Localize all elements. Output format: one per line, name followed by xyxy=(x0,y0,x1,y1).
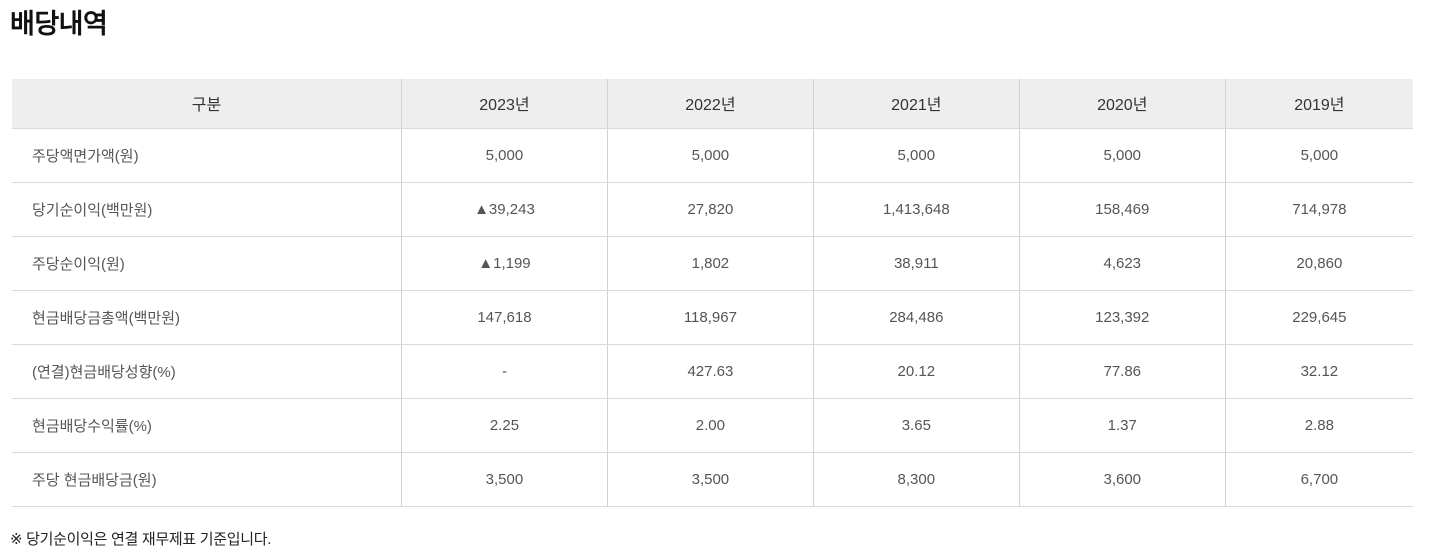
cell-value: 3,500 xyxy=(400,452,608,507)
column-header-2019: 2019년 xyxy=(1224,79,1413,129)
column-header-2020: 2020년 xyxy=(1018,79,1226,129)
cell-value: 427.63 xyxy=(606,344,814,399)
cell-value: 714,978 xyxy=(1224,182,1413,237)
dividend-table: 구분 2023년 2022년 2021년 2020년 2019년 주당액면가액(… xyxy=(12,79,1413,507)
table-row: (연결)현금배당성향(%) -427.63 20.12 77.86 32.12 xyxy=(12,344,1413,399)
cell-value: 3,600 xyxy=(1018,452,1226,507)
cell-value: 27,820 xyxy=(606,182,814,237)
column-header-2022: 2022년 xyxy=(606,79,814,129)
cell-value: 20.12 xyxy=(812,344,1020,399)
cell-value: 123,392 xyxy=(1018,290,1226,345)
cell-value: 3.65 xyxy=(812,398,1020,453)
column-header-2021: 2021년 xyxy=(812,79,1020,129)
cell-value: 2.25 xyxy=(400,398,608,453)
cell-value: 5,000 xyxy=(1224,128,1413,183)
table-row: 현금배당수익률(%) 2.25 2.00 3.65 1.37 2.88 xyxy=(12,398,1413,453)
cell-value: 2.88 xyxy=(1224,398,1413,453)
cell-value: 1.37 xyxy=(1018,398,1226,453)
cell-value: 6,700 xyxy=(1224,452,1413,507)
cell-value: 5,000 xyxy=(400,128,608,183)
row-label: 당기순이익(백만원) xyxy=(12,182,402,237)
cell-value: 38,911 xyxy=(812,236,1020,291)
cell-value: 4,623 xyxy=(1018,236,1226,291)
cell-value: 77.86 xyxy=(1018,344,1226,399)
cell-value: 1,413,648 xyxy=(812,182,1020,237)
table-row: 현금배당금총액(백만원) 147,618 118,967 284,486 123,392… xyxy=(12,290,1413,345)
page-title: 배당내역 xyxy=(10,9,108,39)
cell-value: 118,967 xyxy=(606,290,814,345)
cell-value: ▲39,243 xyxy=(400,182,608,237)
table-header-row: 구분 2023년 2022년 2021년 2020년 2019년 xyxy=(12,79,1413,129)
table-row: 주당순이익(원) ▲1,199 1,802 38,911 4,623 20,860 xyxy=(12,236,1413,291)
dividend-table-container: 구분 2023년 2022년 2021년 2020년 2019년 주당액면가액(… xyxy=(12,79,1413,507)
column-header-category: 구분 xyxy=(12,79,402,129)
row-label: 주당순이익(원) xyxy=(12,236,402,291)
cell-value: 5,000 xyxy=(606,128,814,183)
cell-value: 20,860 xyxy=(1224,236,1413,291)
cell-value: 1,802 xyxy=(606,236,814,291)
cell-value: 284,486 xyxy=(812,290,1020,345)
row-label: 주당액면가액(원) xyxy=(12,128,402,183)
row-label: (연결)현금배당성향(%) xyxy=(12,344,402,399)
cell-value: 32.12 xyxy=(1224,344,1413,399)
cell-value: 147,618 xyxy=(400,290,608,345)
cell-value: 158,469 xyxy=(1018,182,1226,237)
cell-value: - xyxy=(400,344,608,399)
row-label: 현금배당금총액(백만원) xyxy=(12,290,402,345)
cell-value: 2.00 xyxy=(606,398,814,453)
footnote: ※ 당기순이익은 연결 재무제표 기준입니다. xyxy=(10,530,272,548)
table-row: 주당액면가액(원) 5,000 5,000 5,000 5,000 5,000 xyxy=(12,128,1413,183)
cell-value: 3,500 xyxy=(606,452,814,507)
row-label: 현금배당수익률(%) xyxy=(12,398,402,453)
cell-value: 8,300 xyxy=(812,452,1020,507)
cell-value: ▲1,199 xyxy=(400,236,608,291)
row-label: 주당 현금배당금(원) xyxy=(12,452,402,507)
cell-value: 5,000 xyxy=(812,128,1020,183)
cell-value: 5,000 xyxy=(1018,128,1226,183)
table-row: 당기순이익(백만원) ▲39,243 27,820 1,413,648 158,469 7… xyxy=(12,182,1413,237)
table-row: 주당 현금배당금(원) 3,500 3,500 8,300 3,600 6,700 xyxy=(12,452,1413,507)
column-header-2023: 2023년 xyxy=(400,79,608,129)
cell-value: 229,645 xyxy=(1224,290,1413,345)
